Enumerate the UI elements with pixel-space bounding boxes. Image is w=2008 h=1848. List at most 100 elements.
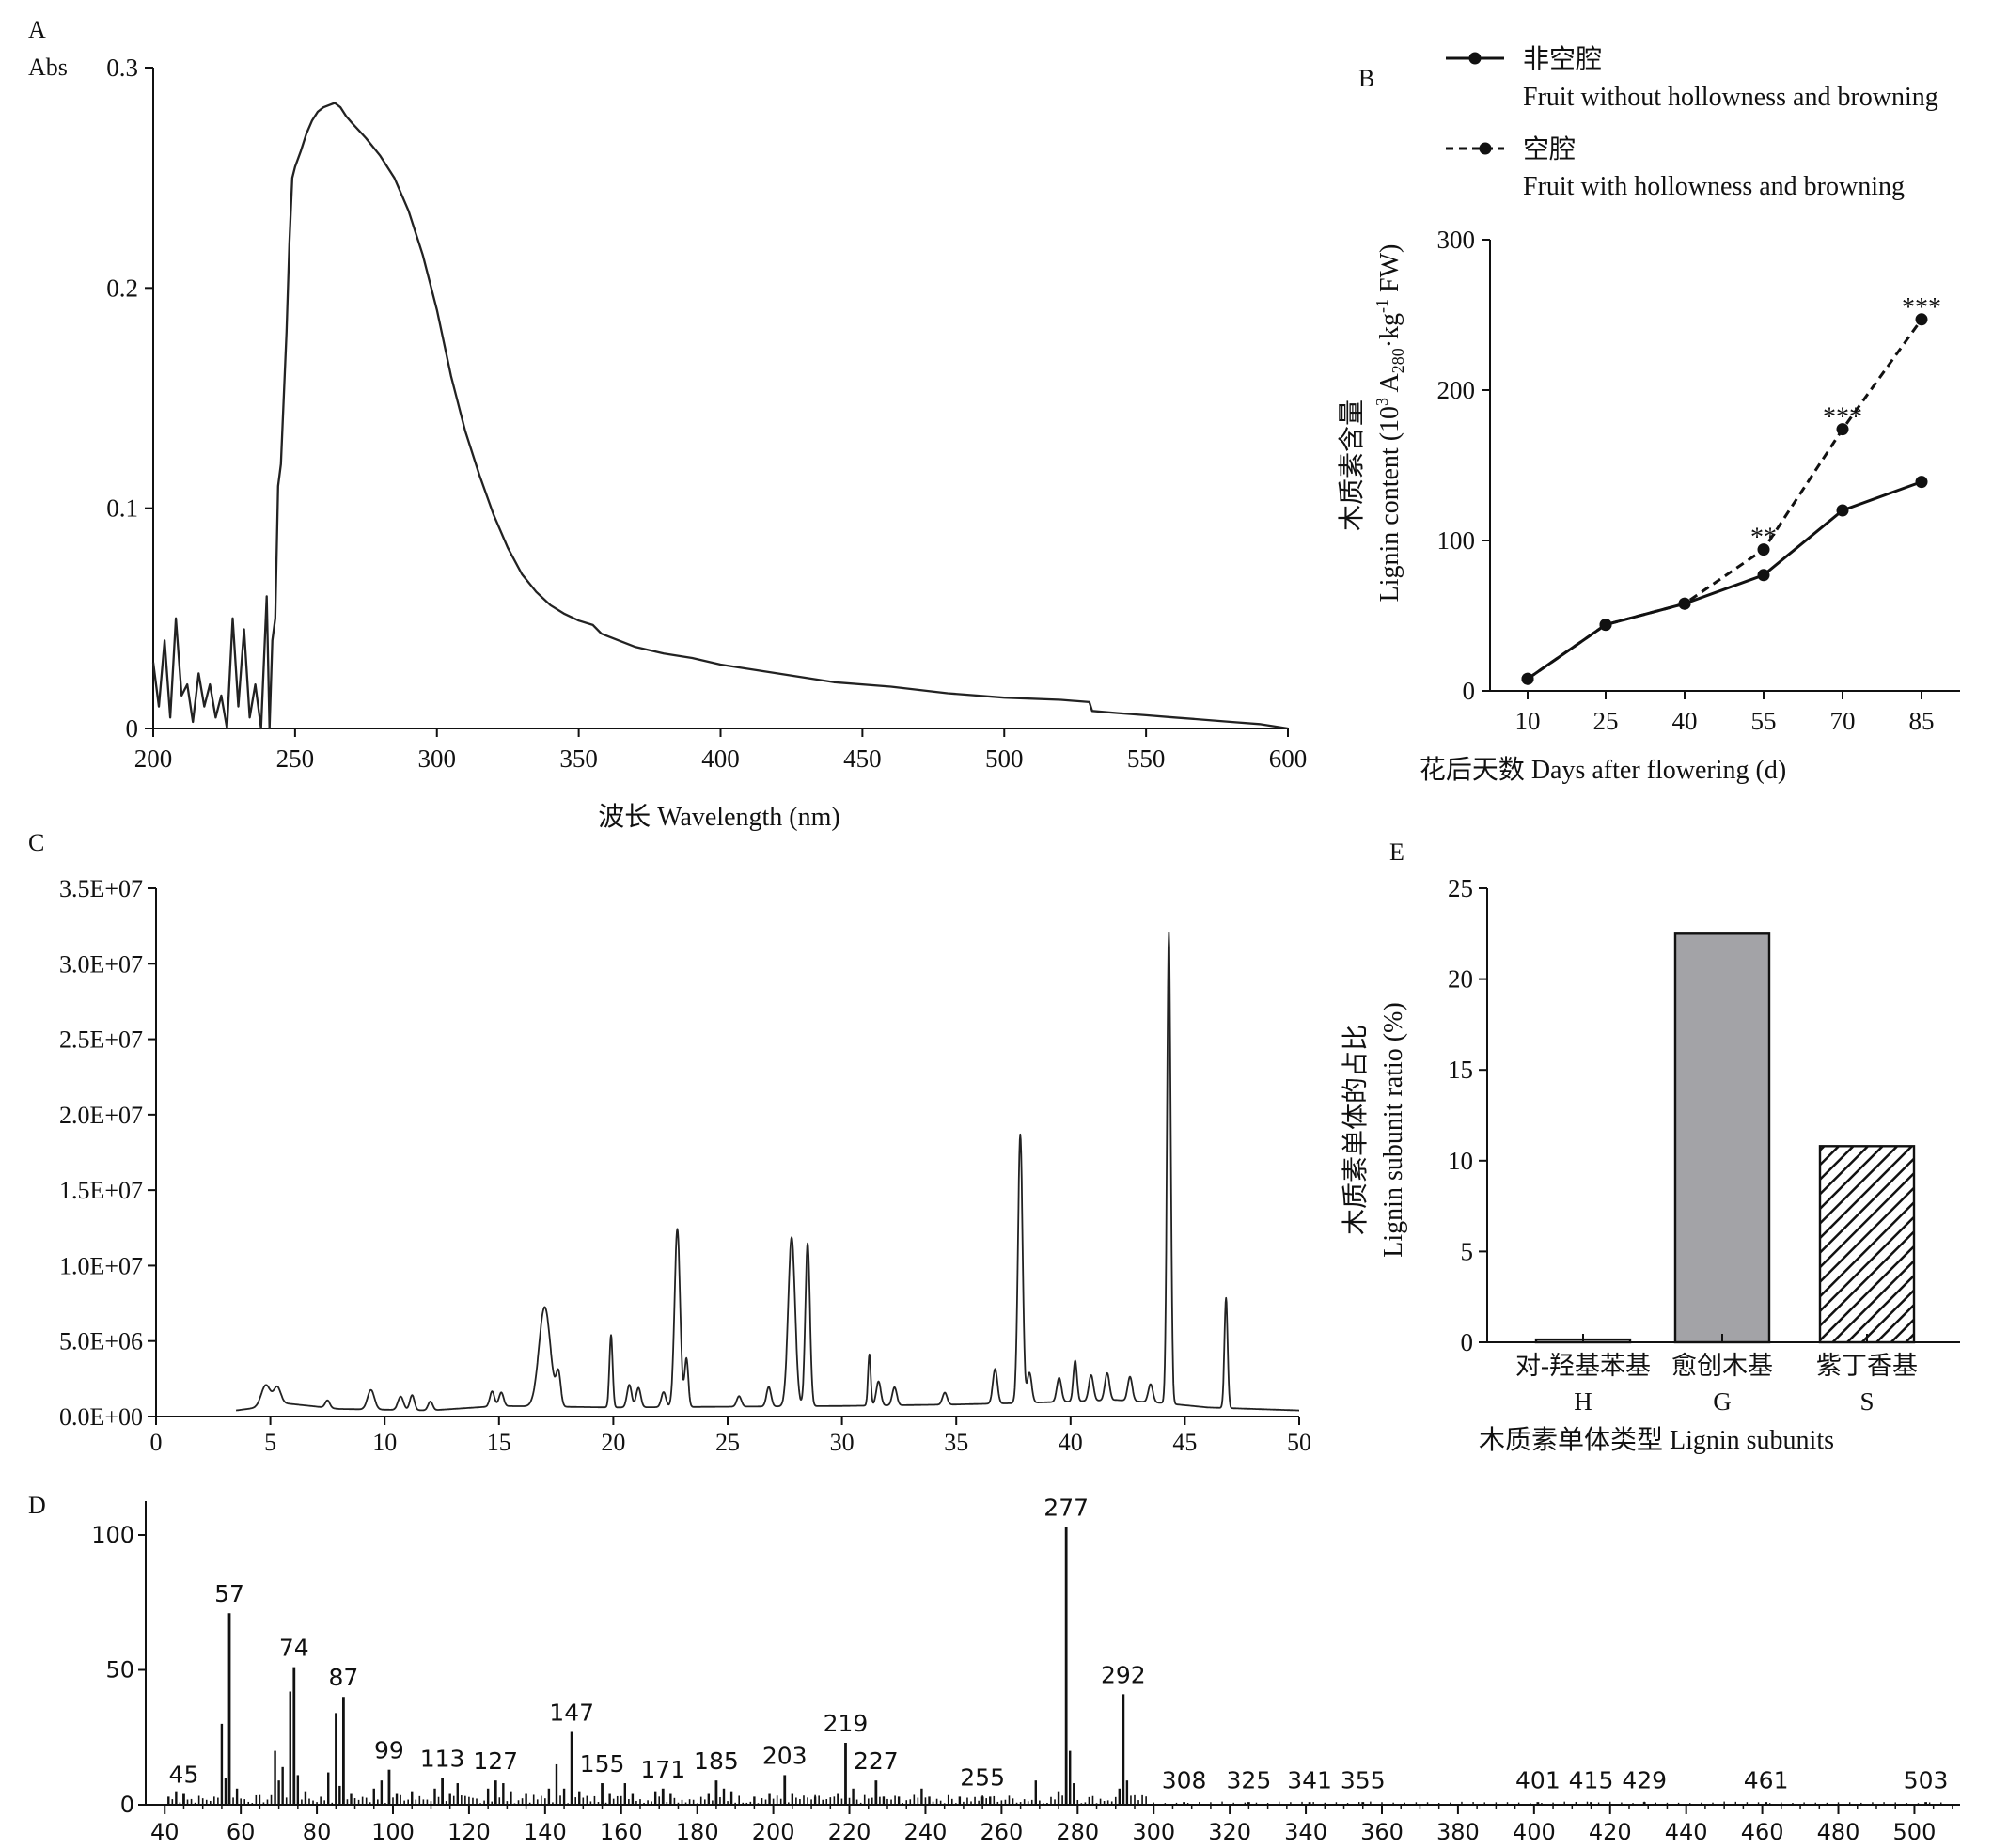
panel-d-y-tick-label: 50: [105, 1657, 134, 1684]
legend-series-1-cn: 非空腔: [1523, 44, 1602, 74]
panel-d-x-tick-label: 200: [752, 1819, 795, 1845]
panel-a-y-tick-label: 0.1: [106, 494, 138, 523]
panel-d-x-tick-label: 40: [150, 1819, 180, 1845]
panel-b-x-tick-label: 85: [1909, 707, 1935, 735]
panel-e-bar-S: [1818, 1145, 1916, 1344]
panel-d-x-tick-label: 120: [447, 1819, 491, 1845]
panel-e-ylabel-en: Lignin subunit ratio (%): [1379, 1002, 1408, 1257]
panel-e-xlabel: 木质素单体类型 Lignin subunits: [1479, 1425, 1834, 1455]
panel-d-x-tick-label: 380: [1436, 1819, 1480, 1845]
panel-c-x-tick-label: 30: [830, 1429, 855, 1456]
panel-d-x-tick-label: 280: [1056, 1819, 1099, 1845]
panel-d-peak-label: 127: [473, 1747, 518, 1775]
panel-b-point: [1521, 672, 1534, 685]
panel-d-x-tick-label: 440: [1665, 1819, 1708, 1845]
panel-d-peak-label: 429: [1622, 1766, 1667, 1793]
panel-e-y-tick-label: 5: [1461, 1237, 1474, 1265]
panel-d-peak-label: 155: [580, 1750, 625, 1778]
panel-d-x-tick-label: 420: [1589, 1819, 1632, 1845]
panel-d-peak-label: 401: [1515, 1766, 1561, 1793]
panel-c-x-tick-label: 40: [1059, 1429, 1083, 1456]
panel-c-y-tick-label: 3.0E+07: [59, 950, 143, 978]
panel-b-y-tick-label: 200: [1437, 376, 1476, 404]
panel-a-y-tick-label: 0.2: [106, 274, 138, 302]
panel-b-ylabel-en-mid2: ·kg: [1375, 313, 1404, 348]
panel-c-y-tick-label: 2.5E+07: [59, 1026, 143, 1054]
legend-series-1-en: Fruit without hollowness and browning: [1523, 83, 1938, 112]
panel-a-y-tick-label: 0: [126, 714, 139, 743]
panel-c-x-tick-label: 35: [944, 1429, 968, 1456]
panel-a-uv-spectrum: Abs 波长 Wavelength (nm) 200 250 300 350 400 45…: [28, 54, 1307, 832]
panel-d-peak-label: 277: [1043, 1494, 1089, 1521]
legend-dashed-marker: [1479, 142, 1492, 155]
panel-c-y-tick-label: 3.5E+07: [59, 875, 143, 902]
panel-b-x-tick-label: 25: [1593, 707, 1619, 735]
panel-d-peak-label: 147: [549, 1699, 594, 1727]
panel-c-chromatogram: 0 5 10 15 20 25 30 35 40 45 50 0.0E+00 5.0E+06 1.0E+0…: [59, 875, 1311, 1456]
panel-d-peak-label: 325: [1227, 1766, 1272, 1793]
panel-e-category-en: G: [1713, 1387, 1732, 1416]
panel-b-x-tick-label: 40: [1672, 707, 1698, 735]
panel-d-peak-label: 503: [1904, 1766, 1949, 1793]
legend-series-2-cn: 空腔: [1523, 134, 1576, 164]
panel-a-x-tick-label: 350: [559, 744, 598, 773]
panel-b-y-tick-label: 100: [1437, 526, 1476, 555]
panel-e-y-tick-label: 20: [1448, 965, 1473, 994]
panel-d-y-tick-label: 100: [91, 1522, 134, 1548]
panel-label-e: E: [1389, 838, 1404, 866]
panel-e-bar-G: [1673, 932, 1771, 1344]
panel-c-x-tick-label: 10: [372, 1429, 397, 1456]
panel-b-y-tick-label: 0: [1463, 677, 1476, 705]
panel-d-x-tick-label: 180: [676, 1819, 719, 1845]
panel-d-x-tick-label: 160: [600, 1819, 643, 1845]
panel-d-peak-label: 45: [169, 1762, 199, 1789]
panel-b-series-line-2: [1527, 318, 1923, 681]
panel-b-point: [1915, 313, 1928, 326]
panel-a-y-tick-label: 0.3: [106, 54, 138, 82]
panel-d-x-tick-label: 100: [371, 1819, 415, 1845]
panel-c-x-tick-label: 0: [150, 1429, 163, 1456]
panel-e-y-tick-label: 15: [1448, 1056, 1473, 1084]
panel-a-x-tick-label: 300: [418, 744, 457, 773]
panel-b-ylabel-en-prefix: Lignin content (10: [1375, 406, 1404, 602]
panel-d-peak-label: 355: [1341, 1766, 1386, 1793]
panel-b-ylabel-sup2: -1: [1373, 299, 1391, 313]
panel-b-series-line-1: [1527, 480, 1922, 681]
panel-a-spectrum-line: [151, 102, 1289, 730]
panel-b-point: [1757, 543, 1770, 556]
panel-c-y-tick-label: 0.0E+00: [59, 1403, 143, 1431]
panel-a-x-tick-label: 200: [134, 744, 173, 773]
panel-b-point: [1678, 597, 1691, 610]
panel-b-significance-label: ***: [1902, 293, 1941, 322]
panel-d-peak-label: 57: [214, 1580, 244, 1607]
panel-d-x-tick-label: 140: [524, 1819, 567, 1845]
panel-c-x-tick-label: 15: [487, 1429, 511, 1456]
panel-e-category-en: S: [1859, 1387, 1874, 1416]
panel-b-significance-label: ***: [1823, 403, 1862, 432]
panel-label-d: D: [28, 1492, 46, 1519]
panel-d-peak-label: 203: [762, 1742, 808, 1769]
panel-c-y-tick-label: 1.0E+07: [59, 1252, 143, 1279]
panel-b-significance-label: **: [1750, 524, 1777, 553]
legend-solid-marker: [1468, 52, 1482, 65]
panel-d-x-tick-label: 60: [227, 1819, 256, 1845]
panel-d-x-tick-label: 400: [1513, 1819, 1556, 1845]
panel-b-ylabel-en-mid: A: [1375, 373, 1404, 398]
panel-d-peak-label: 113: [420, 1745, 465, 1772]
panel-b-ylabel-en-suffix: FW): [1375, 244, 1404, 299]
panel-d-x-tick-label: 360: [1360, 1819, 1404, 1845]
panel-d-x-tick-label: 220: [828, 1819, 871, 1845]
panel-b-ylabel-en: Lignin content (103 A280·kg-1 FW): [1373, 244, 1407, 603]
panel-b-ylabel-sub: 280: [1388, 348, 1407, 373]
panel-c-chromatogram-trace: [235, 932, 1300, 1412]
panel-b-ylabel-sup1: 3: [1373, 398, 1391, 406]
panel-d-peak-label: 227: [854, 1747, 899, 1775]
panel-a-xlabel: 波长 Wavelength (nm): [598, 802, 839, 832]
panel-b-lignin-content: 木质素含量 Lignin content (103 A280·kg-1 FW) …: [1337, 44, 1960, 785]
panel-d-peak-label: 185: [694, 1747, 739, 1775]
panel-c-y-tick-label: 5.0E+06: [59, 1328, 143, 1355]
panel-b-x-tick-label: 55: [1751, 707, 1777, 735]
panel-d-peak-label: 255: [960, 1763, 1005, 1791]
panel-b-legend: 非空腔 Fruit without hollowness and brownin…: [1446, 44, 1938, 201]
panel-a-x-tick-label: 600: [1269, 744, 1308, 773]
